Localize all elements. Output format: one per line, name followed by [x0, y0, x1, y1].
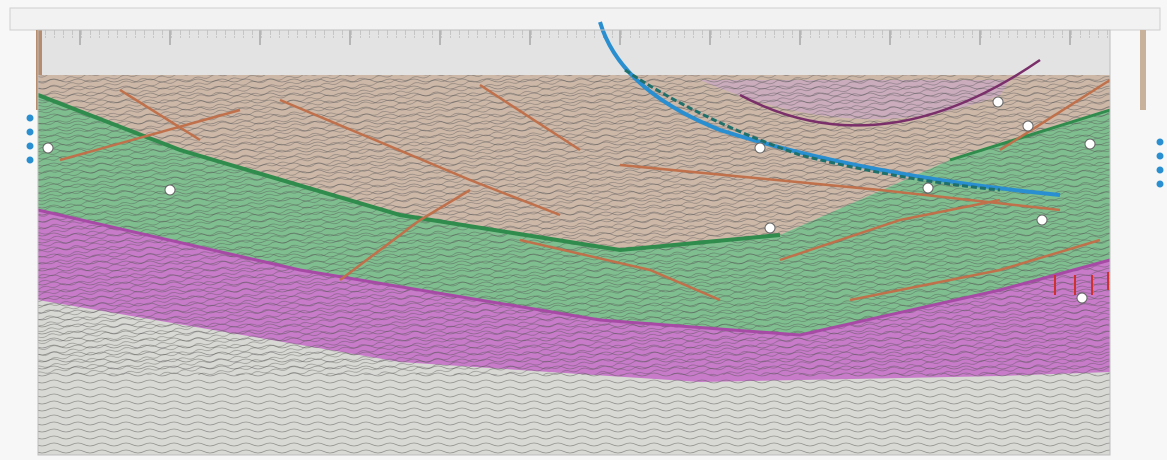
ruler-ticks	[38, 30, 1110, 38]
seismic-texture-dip	[38, 75, 1110, 375]
circle-markers	[42, 96, 1096, 304]
blue-fault-teeth	[624, 68, 1001, 192]
well-right	[1140, 30, 1146, 110]
green-horizon	[37, 93, 781, 253]
magenta-top	[37, 208, 1111, 337]
blue-arrows	[26, 114, 1164, 188]
red-arrows	[1054, 272, 1109, 295]
green-horizon-right	[949, 108, 1111, 162]
header-band	[9, 7, 1161, 31]
frame	[37, 29, 1111, 456]
well-left	[36, 30, 42, 110]
ruler-marks	[79, 30, 1071, 45]
blue-fault	[598, 21, 1061, 197]
faults	[59, 78, 1111, 302]
purple-horizon	[739, 58, 1041, 127]
